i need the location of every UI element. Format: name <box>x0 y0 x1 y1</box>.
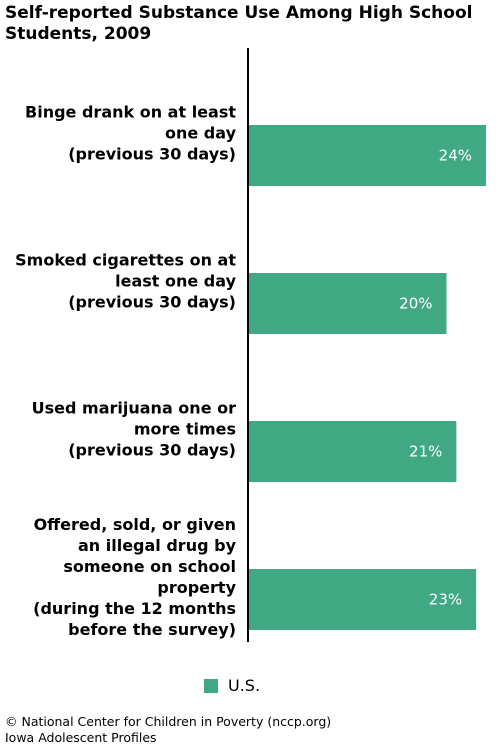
bar-value-label-2: 20% <box>399 295 432 313</box>
bar-4 <box>249 569 477 630</box>
category-label-3: Used marijuana one or more times (previous… <box>32 399 236 460</box>
footer-copyright: © National Center for Children in Povert… <box>5 714 332 729</box>
category-label-1: Binge drank on at least one day (previous … <box>25 103 237 164</box>
bar-value-label-4: 23% <box>429 591 462 609</box>
bar-chart: Binge drank on at least one day (previous … <box>15 48 486 642</box>
legend-label: U.S. <box>228 676 261 695</box>
bar-value-label-1: 24% <box>439 147 472 165</box>
bar-3 <box>249 421 457 482</box>
bars <box>249 125 486 630</box>
footer: © National Center for Children in Povert… <box>5 714 331 746</box>
legend-swatch <box>204 678 218 693</box>
chart-title: Self-reported Substance Use Among High S… <box>5 3 473 44</box>
category-label-2: Smoked cigarettes on at least one day (pre… <box>15 251 236 312</box>
value-labels: 24% 20% 21% 23% <box>399 147 472 609</box>
bar-2 <box>249 273 447 334</box>
legend: U.S. <box>204 676 260 695</box>
bar-1 <box>249 125 486 186</box>
category-labels: Binge drank on at least one day (previous … <box>15 103 236 640</box>
footer-source: Iowa Adolescent Profiles <box>5 730 157 745</box>
category-label-4: Offered, sold, or given an illegal drug b… <box>33 515 236 639</box>
bar-value-label-3: 21% <box>409 443 442 461</box>
